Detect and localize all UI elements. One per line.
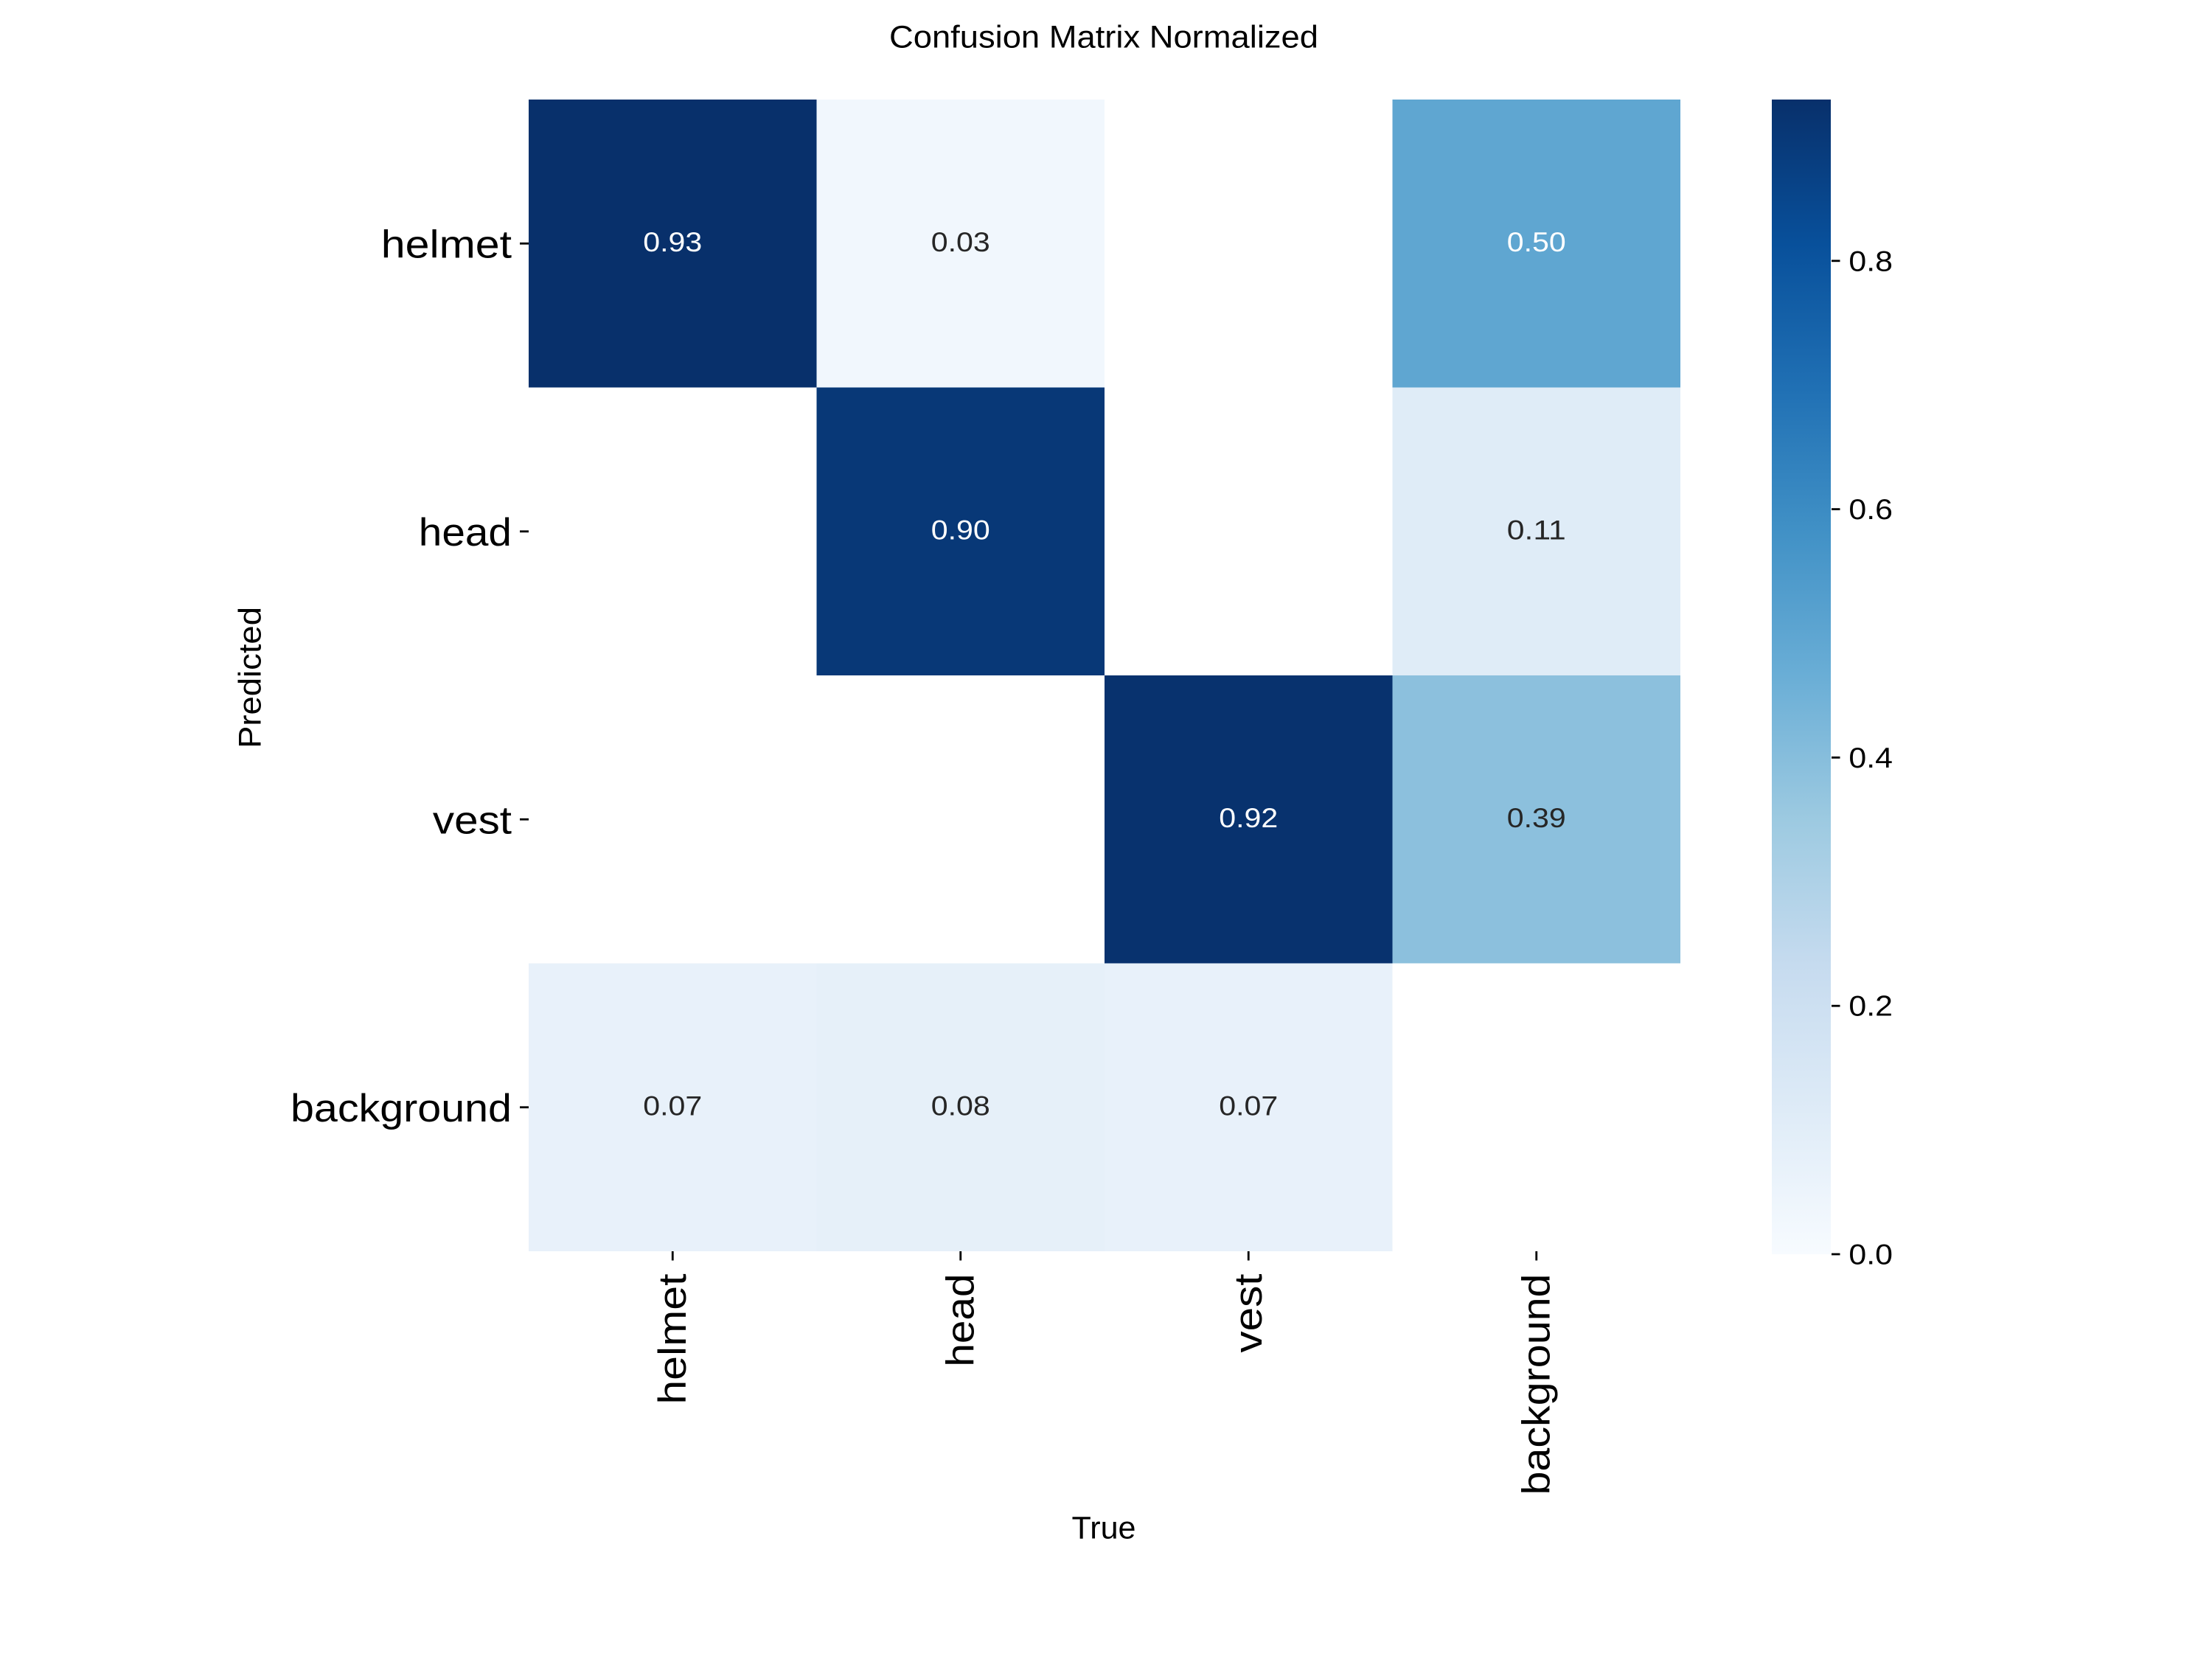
svg-text:head: head [939, 1274, 982, 1367]
svg-text:0.90: 0.90 [931, 515, 990, 545]
svg-text:0.93: 0.93 [643, 227, 702, 257]
svg-text:0.0: 0.0 [1848, 1239, 1893, 1271]
svg-text:0.4: 0.4 [1848, 742, 1893, 774]
svg-text:0.8: 0.8 [1848, 246, 1893, 277]
svg-text:0.6: 0.6 [1848, 494, 1893, 526]
svg-text:0.08: 0.08 [931, 1091, 990, 1121]
svg-text:vest: vest [433, 799, 512, 842]
svg-text:0.11: 0.11 [1507, 515, 1566, 545]
svg-text:0.39: 0.39 [1507, 803, 1566, 833]
svg-text:0.2: 0.2 [1848, 991, 1893, 1023]
svg-text:background: background [1514, 1274, 1558, 1495]
svg-text:Confusion Matrix Normalized: Confusion Matrix Normalized [889, 21, 1318, 55]
svg-text:0.03: 0.03 [931, 227, 990, 257]
svg-text:head: head [419, 511, 512, 554]
svg-text:helmet: helmet [381, 223, 512, 266]
svg-text:0.07: 0.07 [643, 1091, 702, 1121]
svg-text:helmet: helmet [651, 1273, 695, 1404]
svg-text:Predicted: Predicted [233, 607, 268, 748]
svg-text:background: background [291, 1087, 512, 1130]
svg-text:True: True [1072, 1511, 1136, 1546]
svg-text:0.07: 0.07 [1219, 1091, 1278, 1121]
svg-text:0.50: 0.50 [1507, 227, 1566, 257]
svg-text:vest: vest [1227, 1273, 1270, 1352]
svg-text:0.92: 0.92 [1219, 803, 1278, 833]
